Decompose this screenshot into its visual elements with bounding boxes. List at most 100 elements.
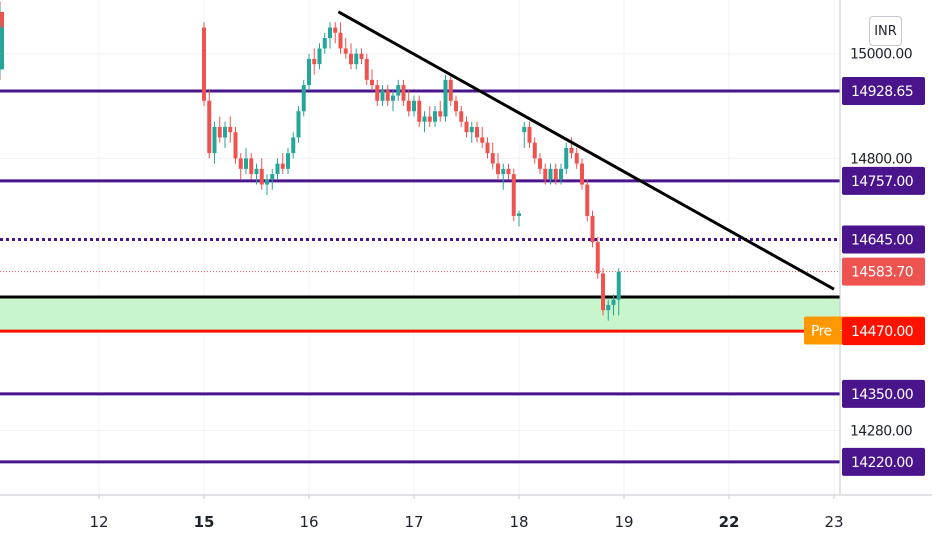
candle-body: [249, 158, 254, 175]
trendline[interactable]: [337, 10, 835, 291]
candle-body: [522, 126, 527, 133]
candle-body: [301, 85, 306, 112]
candle-body: [459, 111, 464, 122]
candle-body: [595, 242, 600, 274]
candle-body: [401, 85, 406, 101]
price-axis-ticks: 15000.00 14800.00 14280.00: [850, 47, 913, 440]
candle-body: [406, 100, 411, 112]
candle-body: [448, 79, 453, 101]
candle-body: [349, 53, 353, 65]
candle-body: [270, 174, 275, 180]
candle-body: [375, 85, 380, 101]
candle-body: [490, 153, 495, 164]
time-tick-label[interactable]: 19: [614, 513, 633, 531]
candle-body: [233, 132, 238, 159]
price-tick-label: 14800.00: [850, 151, 912, 167]
grid-lines: [0, 0, 840, 495]
candle-body: [475, 126, 479, 138]
time-tick-label[interactable]: 22: [719, 513, 740, 531]
candle-body: [0, 53, 4, 70]
support-zone-price-label-box: [842, 317, 925, 346]
candle-body: [380, 90, 385, 101]
price-tick-label: 14280.00: [850, 424, 912, 440]
level-price-label: 14757.00: [851, 174, 913, 190]
candle-body: [527, 126, 532, 143]
candle-body: [385, 90, 390, 101]
candle-body: [616, 271, 621, 300]
candle-body: [207, 100, 212, 154]
candle-body: [422, 116, 427, 122]
level-price-label: 14350.00: [851, 387, 913, 403]
last-price-label-box: [842, 257, 925, 286]
price-labels: 14928.65 14757.00 14645.00 14350.00 14220.00…: [804, 77, 925, 476]
candle-body: [606, 304, 611, 311]
last-price-label: 14583.70: [851, 265, 913, 281]
candle-body: [296, 111, 301, 138]
candle-body: [427, 116, 432, 122]
candle-body: [501, 168, 506, 175]
candle-body: [364, 58, 369, 80]
level-price-label: 14645.00: [851, 232, 913, 248]
candle-body: [238, 158, 243, 169]
candle-body: [464, 121, 469, 133]
candle-body: [291, 137, 296, 154]
candle-body: [496, 163, 500, 175]
candle-body: [469, 126, 474, 133]
time-tick-label[interactable]: 18: [509, 513, 528, 531]
candle-body: [217, 126, 222, 138]
candle-body: [601, 273, 605, 311]
candle-body: [443, 79, 448, 117]
candle-body: [212, 126, 217, 154]
support-zone: [0, 297, 840, 332]
level-price-label-box: [842, 166, 925, 195]
candle-body: [322, 38, 327, 49]
time-tick-label[interactable]: 15: [194, 513, 215, 531]
level-price-label: 14928.65: [851, 84, 913, 100]
candle-body: [265, 179, 269, 185]
candle-body: [254, 168, 259, 175]
candle-body: [454, 100, 458, 112]
candle-body: [317, 48, 322, 65]
candle-body: [590, 215, 595, 243]
candle-body: [611, 299, 616, 305]
candle-body: [280, 163, 285, 169]
candle-body: [564, 147, 569, 169]
candle-body: [559, 168, 563, 180]
candlesticks: [0, 1, 621, 321]
time-tick-label[interactable]: 23: [824, 513, 843, 531]
level-price-label-box: [842, 77, 925, 106]
candle-body: [480, 137, 485, 143]
candle-body: [585, 184, 590, 216]
candle-body: [370, 79, 374, 86]
candle-body: [391, 95, 395, 101]
time-axis-ticks[interactable]: 12 15 16 17 18 19 22 23: [89, 495, 844, 531]
price-tick-label: 15000.00: [850, 47, 912, 63]
level-price-label-box: [842, 225, 925, 254]
premarket-tag: Pre: [811, 323, 831, 339]
candle-body: [244, 158, 248, 169]
time-tick-label[interactable]: 12: [89, 513, 108, 531]
candle-body: [548, 168, 553, 180]
candle-body: [553, 168, 558, 180]
candle-body: [538, 158, 542, 169]
candle-body: [338, 32, 343, 49]
horizontal-levels[interactable]: [0, 89, 840, 464]
candle-body: [202, 27, 206, 101]
level-price-label-box: [842, 379, 925, 408]
candle-body: [517, 213, 521, 216]
candle-body: [0, 27, 4, 54]
candle-body: [569, 147, 574, 154]
candle-body: [412, 100, 416, 112]
candle-body: [343, 48, 348, 54]
time-tick-label[interactable]: 16: [299, 513, 318, 531]
candle-body: [396, 85, 401, 96]
level-price-label-box: [842, 447, 925, 476]
candle-body: [543, 168, 548, 180]
candle-body: [506, 168, 511, 175]
support-zone-price-label: 14470.00: [851, 324, 913, 340]
candle-body: [438, 111, 443, 117]
candle-body: [328, 27, 332, 38]
time-tick-label[interactable]: 17: [404, 513, 423, 531]
currency-button[interactable]: INR: [869, 16, 902, 46]
